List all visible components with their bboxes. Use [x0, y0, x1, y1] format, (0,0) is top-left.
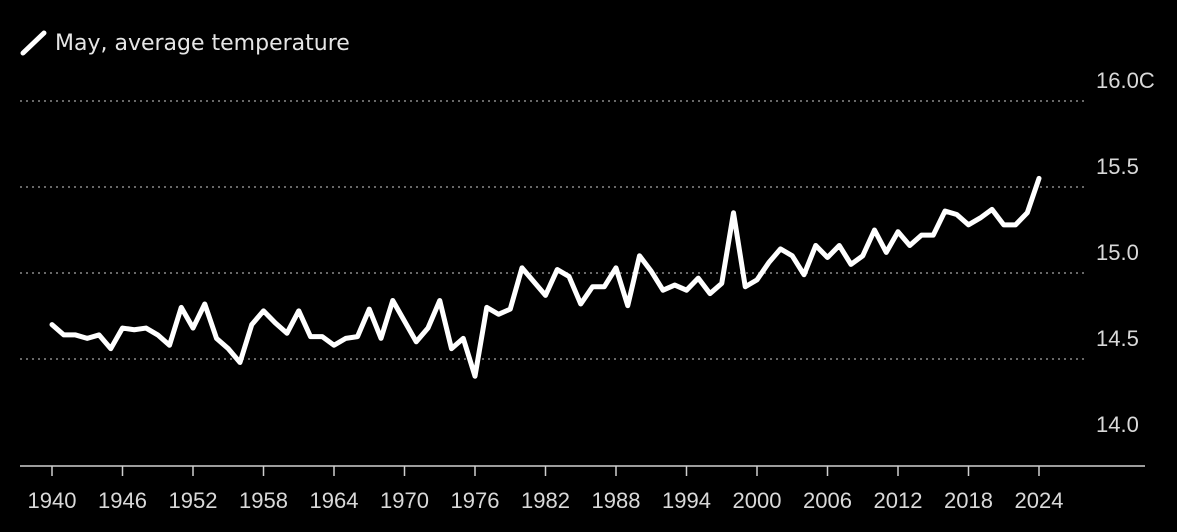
- y-tick-label: 15.5: [1096, 154, 1139, 179]
- x-tick-label: 1970: [380, 488, 429, 513]
- y-tick-label: 16.0C: [1096, 68, 1155, 93]
- x-tick-label: 1976: [451, 488, 500, 513]
- y-tick-label: 14.0: [1096, 412, 1139, 437]
- legend-label: May, average temperature: [55, 31, 350, 56]
- x-tick-label: 2012: [874, 488, 923, 513]
- legend-swatch-icon: [20, 30, 47, 56]
- x-tick-label: 1946: [98, 488, 147, 513]
- x-tick-label: 2000: [733, 488, 782, 513]
- x-tick-label: 2018: [944, 488, 993, 513]
- x-tick-label: 2024: [1015, 488, 1064, 513]
- x-tick-label: 1988: [592, 488, 641, 513]
- series-line-may-average-temperature: [49, 175, 1042, 379]
- x-tick-label: 1940: [28, 488, 77, 513]
- x-tick-label: 2006: [803, 488, 852, 513]
- y-tick-labels: 14.0 14.5 15.0 15.5 16.0C: [1096, 68, 1155, 437]
- series-points: [50, 176, 1042, 379]
- x-tick-label: 1952: [169, 488, 218, 513]
- x-tick-label: 1982: [521, 488, 570, 513]
- x-tick-label: 1958: [239, 488, 288, 513]
- x-tick-marks: [51, 466, 1040, 476]
- y-tick-label: 14.5: [1096, 326, 1139, 351]
- x-tick-label: 1964: [310, 488, 359, 513]
- x-tick-label: 1994: [662, 488, 711, 513]
- x-tick-labels: 1940 1946 1952 1958 1964 1970 1976 1982 1988 1994…: [28, 488, 1064, 513]
- legend: May, average temperature: [20, 30, 350, 56]
- y-tick-label: 15.0: [1096, 240, 1139, 265]
